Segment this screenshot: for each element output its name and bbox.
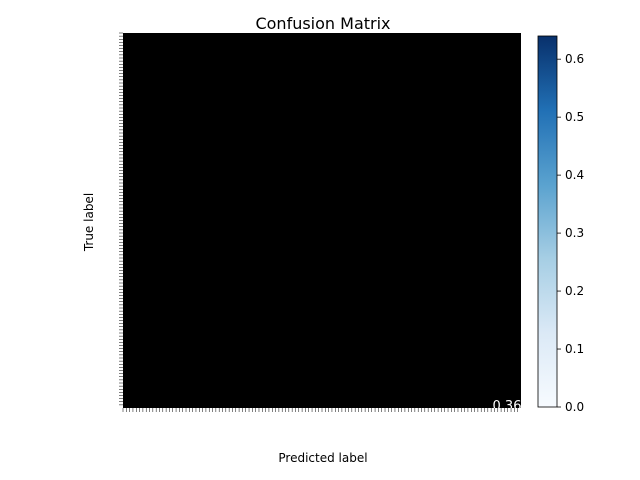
tick-layer (119, 32, 518, 412)
colorbar-tick-label: 0.2 (565, 284, 584, 298)
colorbar-tick-label: 0.4 (565, 168, 584, 182)
y-axis-label: True label (82, 193, 96, 252)
colorbar-tick-label: 0.6 (565, 52, 584, 66)
heatmap-matrix (123, 33, 521, 408)
chart-title: Confusion Matrix (255, 14, 390, 33)
colorbar-tick-label: 0.3 (565, 226, 584, 240)
colorbar-tick-label: 0.1 (565, 342, 584, 356)
cell-value-label: 0.36 (493, 399, 522, 414)
cell-label-layer: 0.36 (493, 399, 522, 414)
colorbar-tick-label: 0.5 (565, 110, 584, 124)
colorbar-ticks: 0.0 0.1 0.2 0.3 0.4 0.5 0.6 (557, 52, 584, 414)
x-axis-label: Predicted label (278, 451, 367, 465)
colorbar (537, 35, 558, 408)
colorbar-tick-label: 0.0 (565, 400, 584, 414)
